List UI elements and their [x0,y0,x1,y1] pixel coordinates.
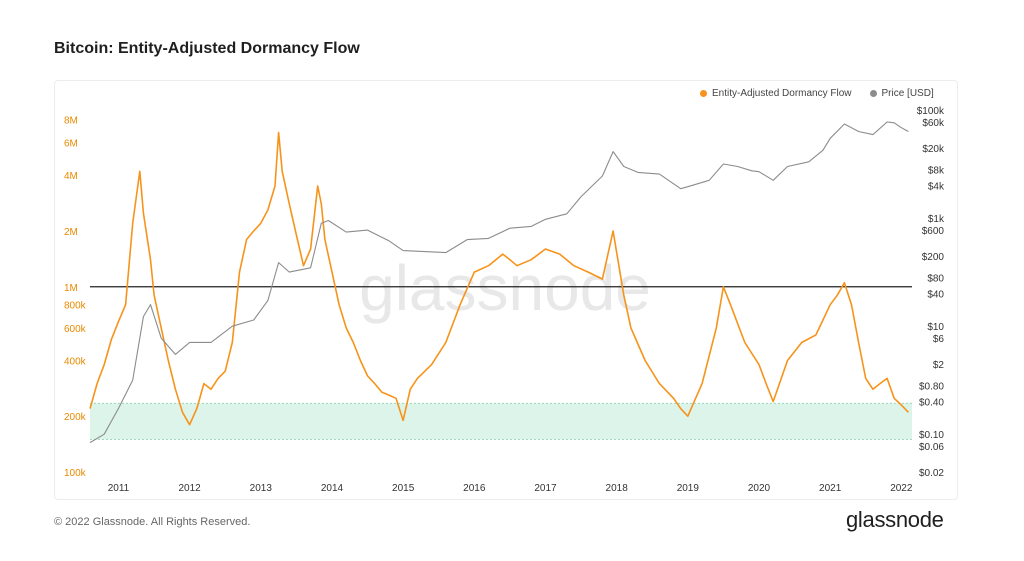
x-tick-label: 2015 [392,483,415,494]
left-tick-label: 2M [64,227,78,238]
left-tick-label: 200k [64,412,87,423]
left-tick-label: 800k [64,301,87,312]
left-tick-label: 8M [64,115,78,126]
x-tick-label: 2020 [748,483,771,494]
support-band [90,403,912,440]
right-tick-label: $0.80 [919,381,944,392]
x-tick-label: 2011 [108,483,130,494]
price-line [89,121,909,444]
x-tick-label: 2014 [321,483,344,494]
x-tick-label: 2013 [250,483,273,494]
right-tick-label: $0.40 [919,398,944,409]
legend: Entity-Adjusted Dormancy Flow Price [USD… [700,88,934,99]
right-tick-label: $8k [928,165,945,176]
right-tick-label: $40 [927,290,944,301]
right-tick-label: $0.02 [919,468,944,479]
x-tick-label: 2012 [179,483,202,494]
page-title: Bitcoin: Entity-Adjusted Dormancy Flow [54,40,360,57]
legend-dot-icon [700,90,707,97]
left-tick-label: 4M [64,171,78,182]
legend-item-price[interactable]: Price [USD] [869,88,934,99]
x-tick-label: 2022 [890,483,913,494]
left-tick-label: 400k [64,356,87,367]
right-tick-label: $6 [933,334,945,345]
x-tick-label: 2019 [677,483,700,494]
watermark-text: glassnode [359,252,651,324]
legend-label-flow: Entity-Adjusted Dormancy Flow [712,88,852,99]
x-tick-label: 2021 [819,483,842,494]
legend-label-price: Price [USD] [881,88,934,99]
dormancy-flow-line [89,131,909,426]
x-tick-label: 2016 [463,483,486,494]
right-tick-label: $200 [922,252,945,263]
right-tick-label: $20k [922,144,945,155]
left-tick-label: 100k [64,468,87,479]
brand-logo: glassnode [846,507,944,532]
right-tick-label: $100k [917,106,945,117]
legend-dot-icon [869,90,877,97]
right-tick-label: $0.06 [919,442,944,453]
left-tick-label: 6M [64,139,78,150]
right-tick-label: $60k [922,118,945,129]
right-tick-label: $10 [927,322,944,333]
right-tick-label: $0.10 [919,430,944,441]
left-tick-label: 600k [64,324,87,335]
right-tick-label: $1k [928,214,945,225]
left-tick-label: 1M [64,283,78,294]
right-tick-label: $600 [922,226,945,237]
right-tick-label: $4k [928,182,945,193]
copyright: © 2022 Glassnode. All Rights Reserved. [54,516,251,528]
x-tick-label: 2018 [606,483,629,494]
right-tick-label: $2 [933,360,945,371]
legend-item-flow[interactable]: Entity-Adjusted Dormancy Flow [700,88,852,99]
x-tick-label: 2017 [534,483,557,494]
right-tick-label: $80 [927,273,944,284]
